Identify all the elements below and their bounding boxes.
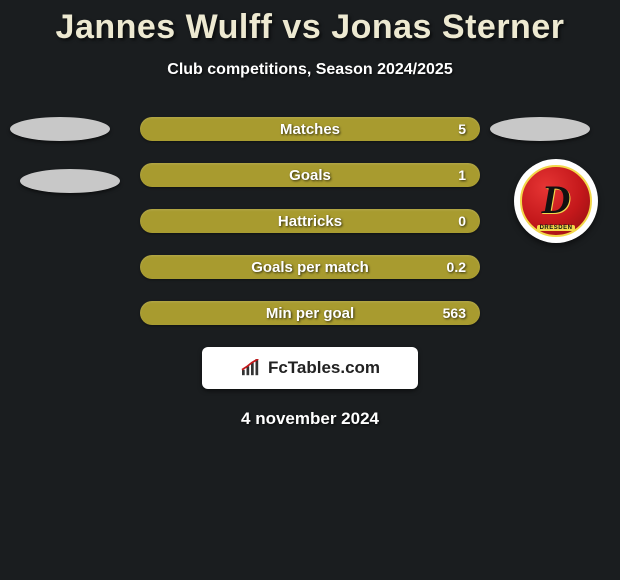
stat-bar: Hattricks 0 [140, 209, 480, 233]
stats-area: D DRESDEN Matches 5 Goals 1 Hattricks 0 [0, 117, 620, 325]
stat-row: Goals per match 0.2 [0, 255, 620, 279]
stat-row: Hattricks 0 [0, 209, 620, 233]
stat-row: Min per goal 563 [0, 301, 620, 325]
brand-text: FcTables.com [268, 358, 380, 378]
stat-value-right: 5 [458, 121, 466, 137]
stat-value-right: 0.2 [447, 259, 466, 275]
stat-row: Goals 1 [0, 163, 620, 187]
stat-value-right: 0 [458, 213, 466, 229]
stat-value-right: 563 [443, 305, 466, 321]
stat-value-right: 1 [458, 167, 466, 183]
stat-label: Goals [289, 167, 331, 184]
footer-date: 4 november 2024 [0, 409, 620, 429]
stat-row: Matches 5 [0, 117, 620, 141]
stat-label: Hattricks [278, 213, 342, 230]
chart-icon [240, 359, 262, 377]
stat-label: Matches [280, 121, 340, 138]
stat-bar: Goals per match 0.2 [140, 255, 480, 279]
stat-bar: Matches 5 [140, 117, 480, 141]
comparison-subtitle: Club competitions, Season 2024/2025 [0, 61, 620, 79]
stat-label: Min per goal [266, 305, 354, 322]
brand-logo[interactable]: FcTables.com [202, 347, 418, 389]
stat-bar: Min per goal 563 [140, 301, 480, 325]
comparison-title: Jannes Wulff vs Jonas Sterner [0, 8, 620, 47]
stat-label: Goals per match [251, 259, 369, 276]
stat-bar: Goals 1 [140, 163, 480, 187]
comparison-card: Jannes Wulff vs Jonas Sterner Club compe… [0, 0, 620, 429]
